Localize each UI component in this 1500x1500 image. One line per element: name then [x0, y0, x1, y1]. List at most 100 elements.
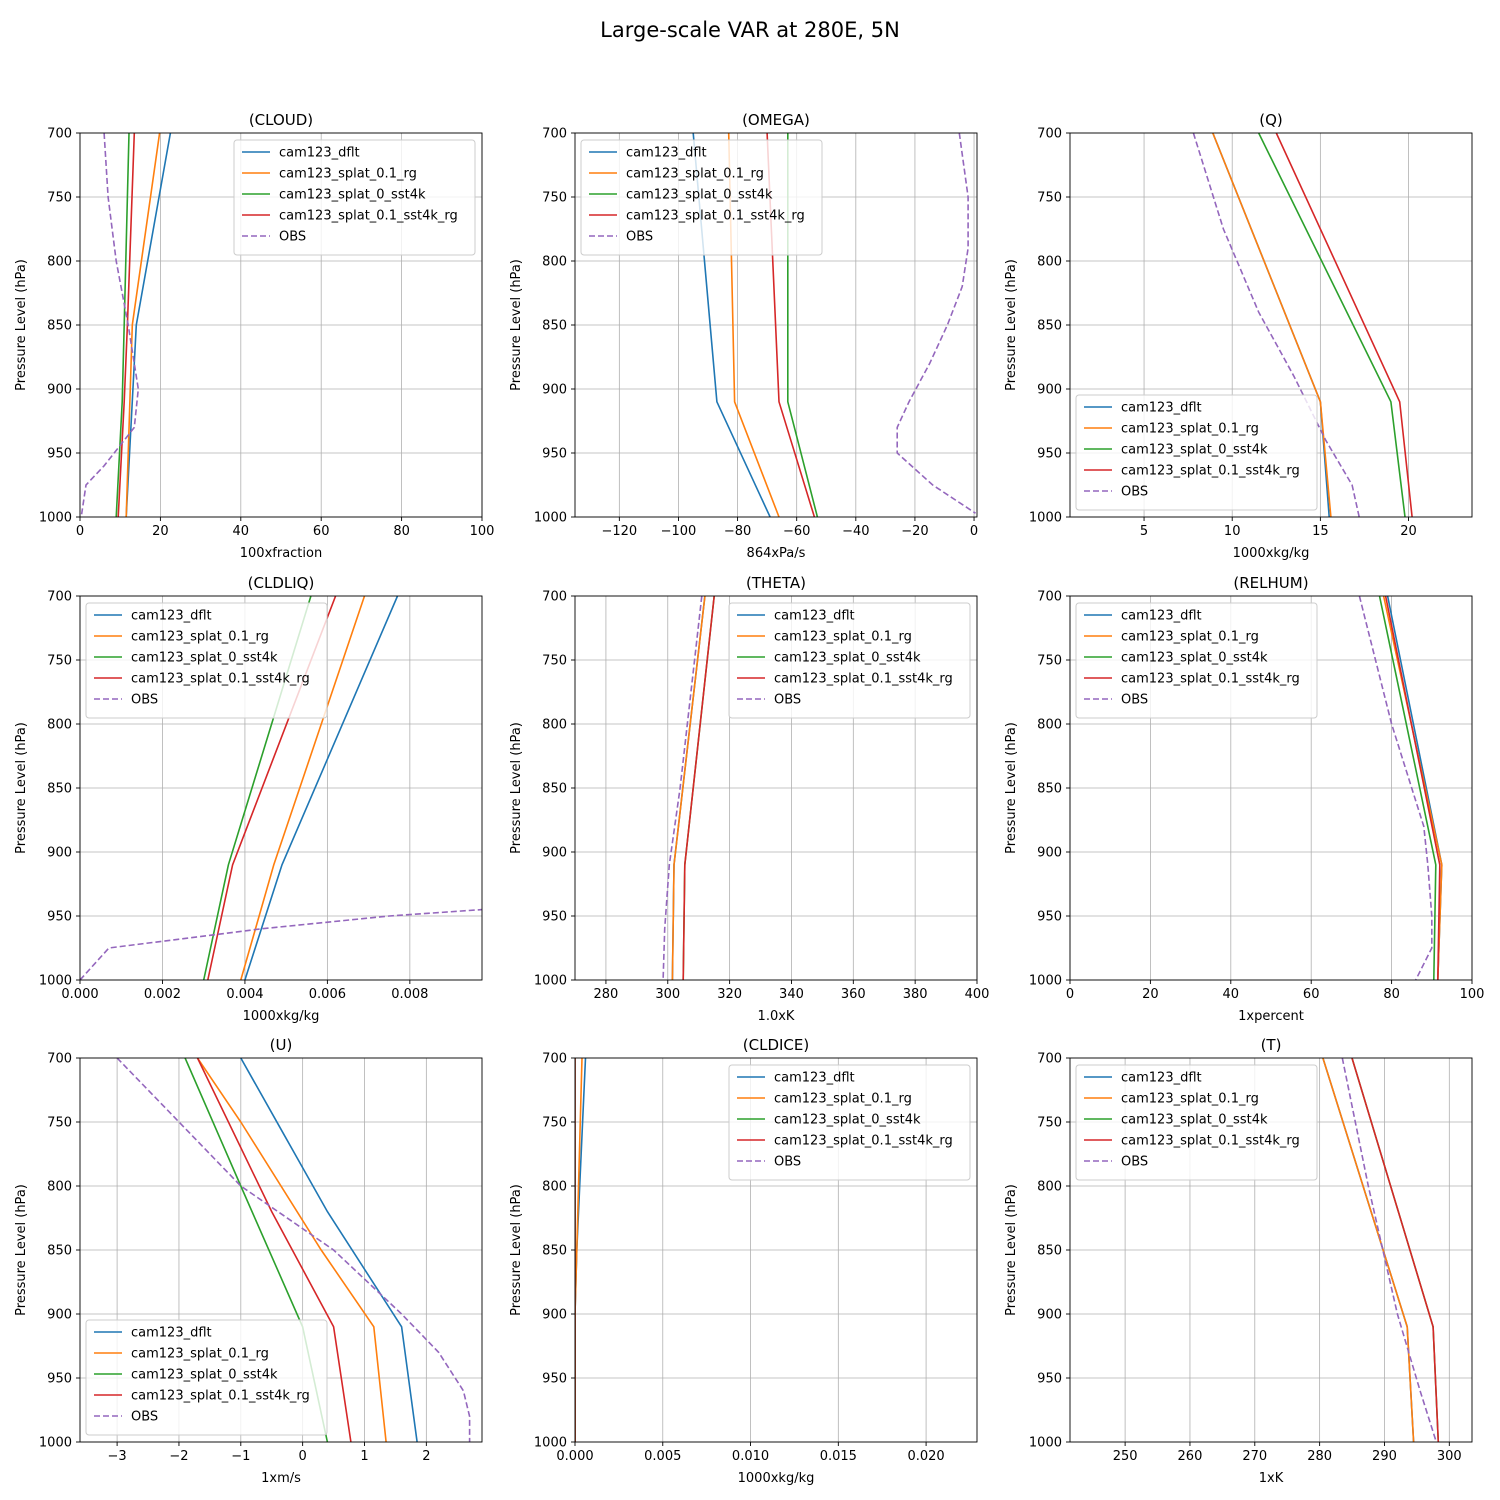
x-tick-label: −60: [783, 524, 810, 539]
legend-label: cam123_splat_0_sst4k: [131, 1368, 278, 1383]
series-line-OBS: [116, 1058, 471, 1442]
x-tick-label: 0.010: [732, 1449, 769, 1464]
x-tick-label: 1: [360, 1449, 368, 1464]
y-tick-label: 900: [47, 383, 72, 398]
x-axis-label: 864xPa/s: [747, 546, 806, 561]
y-tick-label: 700: [542, 590, 567, 605]
legend-label: cam123_splat_0.1_rg: [131, 1347, 269, 1362]
y-tick-label: 700: [47, 1052, 72, 1067]
y-tick-label: 800: [1037, 255, 1062, 270]
panel-title: (THETA): [746, 574, 806, 592]
series-line-OBS: [896, 133, 976, 514]
series-line-OBS: [1358, 596, 1433, 980]
legend-label: cam123_splat_0.1_rg: [774, 630, 912, 645]
x-tick-label: 0.006: [309, 987, 346, 1002]
y-tick-label: 850: [1037, 1244, 1062, 1259]
legend-label: cam123_splat_0.1_sst4k_rg: [131, 672, 310, 687]
y-tick-label: 1000: [39, 511, 72, 526]
legend-label: cam123_dflt: [1121, 401, 1202, 416]
x-tick-label: −100: [661, 524, 697, 539]
legend-box: [85, 602, 328, 719]
panel-title: (CLDICE): [743, 1036, 809, 1054]
series-group: [80, 133, 172, 517]
legend-box: [728, 602, 971, 719]
legend-label: cam123_splat_0_sst4k: [626, 188, 773, 203]
x-axis-label: 1.0xK: [758, 1009, 795, 1024]
panel-title: (CLOUD): [249, 111, 313, 129]
x-tick-label: −120: [601, 524, 637, 539]
legend-label: cam123_splat_0.1_sst4k_rg: [1121, 1134, 1300, 1149]
x-tick-label: 270: [1242, 1449, 1267, 1464]
x-axis-label: 1xm/s: [261, 1471, 301, 1486]
y-tick-label: 950: [1037, 1372, 1062, 1387]
y-tick-label: 900: [1037, 846, 1062, 861]
series-line-OBS: [1341, 1058, 1438, 1442]
y-tick-label: 950: [47, 1372, 72, 1387]
y-tick-label: 850: [47, 782, 72, 797]
legend: cam123_dflt cam123_splat_0.1_rg cam123_spl…: [233, 139, 476, 256]
series-line-cam123_splat_0.1_sst4k_rg: [1275, 133, 1413, 517]
y-axis-label: Pressure Level (hPa): [1004, 722, 1019, 854]
y-tick-label: 850: [47, 319, 72, 334]
y-tick-label: 950: [1037, 447, 1062, 462]
x-tick-label: 380: [903, 987, 928, 1002]
y-tick-label: 1000: [39, 1436, 72, 1451]
y-tick-label: 800: [542, 255, 567, 270]
x-tick-label: 300: [1437, 1449, 1462, 1464]
figure-title: Large-scale VAR at 280E, 5N: [600, 18, 900, 42]
legend-label: cam123_splat_0.1_sst4k_rg: [1121, 672, 1300, 687]
legend-label: OBS: [626, 230, 653, 245]
legend-label: cam123_splat_0_sst4k: [279, 188, 426, 203]
series-line-cam123_splat_0.1_rg: [196, 1058, 387, 1442]
legend-box: [580, 139, 823, 256]
y-axis-label: Pressure Level (hPa): [14, 722, 29, 854]
x-tick-label: 15: [1312, 524, 1329, 539]
series-line-cam123_splat_0.1_rg: [125, 133, 161, 517]
legend-label: cam123_splat_0.1_rg: [774, 1092, 912, 1107]
series-group: [1322, 1058, 1440, 1442]
legend-label: cam123_dflt: [131, 609, 212, 624]
x-tick-label: 0.015: [820, 1449, 857, 1464]
series-line-cam123_splat_0.1_sst4k_rg: [117, 133, 136, 517]
y-tick-label: 800: [1037, 1180, 1062, 1195]
legend-label: cam123_dflt: [1121, 1071, 1202, 1086]
legend-label: cam123_splat_0.1_rg: [1121, 422, 1259, 437]
legend-label: cam123_dflt: [1121, 609, 1202, 624]
y-tick-label: 750: [542, 1116, 567, 1131]
y-tick-label: 700: [1037, 127, 1062, 142]
legend: cam123_dflt cam123_splat_0.1_rg cam123_spl…: [1075, 1064, 1318, 1181]
x-tick-label: 100: [470, 524, 495, 539]
series-line-cam123_dflt: [240, 1058, 418, 1442]
x-tick-label: 280: [594, 987, 619, 1002]
y-axis-label: Pressure Level (hPa): [509, 1184, 524, 1316]
x-axis-label: 1xK: [1259, 1471, 1284, 1486]
series-line-OBS: [1192, 133, 1360, 517]
x-tick-label: 290: [1372, 1449, 1397, 1464]
x-tick-label: 20: [1142, 987, 1159, 1002]
legend-label: cam123_splat_0_sst4k: [131, 651, 278, 666]
y-tick-label: 1000: [1029, 1436, 1062, 1451]
x-axis-label: 1000xkg/kg: [1233, 546, 1310, 561]
y-tick-label: 900: [542, 846, 567, 861]
series-line-cam123_splat_0.1_sst4k_rg: [196, 1058, 352, 1442]
x-tick-label: 60: [313, 524, 330, 539]
legend-label: cam123_splat_0.1_sst4k_rg: [131, 1389, 310, 1404]
panel-title: (OMEGA): [742, 111, 810, 129]
x-tick-label: 0.020: [907, 1449, 944, 1464]
legend-label: cam123_splat_0_sst4k: [774, 1113, 921, 1128]
legend-label: cam123_splat_0.1_rg: [1121, 630, 1259, 645]
legend: cam123_dflt cam123_splat_0.1_rg cam123_spl…: [1075, 394, 1318, 511]
legend-label: cam123_splat_0_sst4k: [774, 651, 921, 666]
x-tick-label: 0.002: [144, 987, 181, 1002]
y-tick-label: 850: [542, 1244, 567, 1259]
series-line-OBS: [662, 596, 703, 980]
y-tick-label: 1000: [534, 511, 567, 526]
series-line-cam123_splat_0_sst4k: [1378, 596, 1437, 980]
x-tick-label: 0.000: [556, 1449, 593, 1464]
x-tick-label: 60: [1303, 987, 1320, 1002]
x-tick-label: −3: [108, 1449, 127, 1464]
y-tick-label: 950: [47, 447, 72, 462]
x-tick-label: 280: [1307, 1449, 1332, 1464]
y-tick-label: 850: [542, 782, 567, 797]
series-line-cam123_splat_0_sst4k: [115, 133, 130, 517]
